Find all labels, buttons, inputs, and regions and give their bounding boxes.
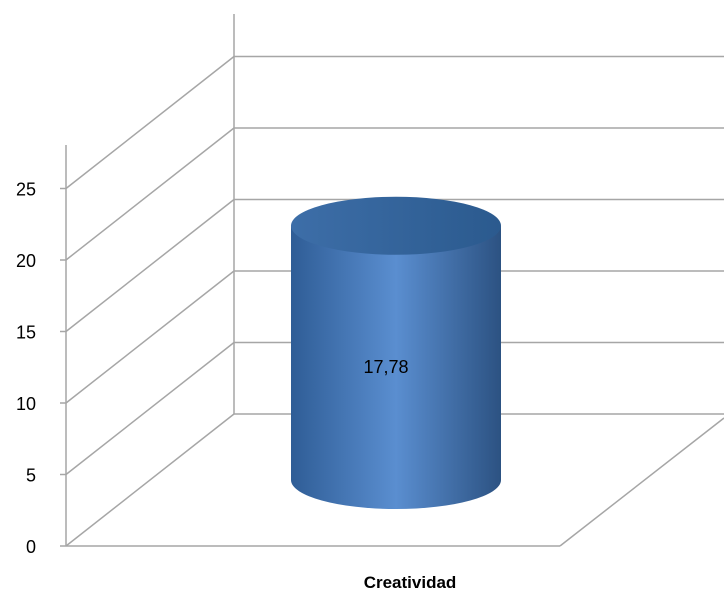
x-axis-categories: Creatividad	[364, 573, 457, 592]
x-category-label: Creatividad	[364, 573, 457, 592]
y-tick-label: 25	[16, 180, 36, 200]
floor-right-edge	[559, 417, 724, 547]
bar-top	[291, 196, 501, 255]
bar-cylinder	[291, 196, 501, 509]
bar-body	[291, 225, 501, 509]
gridline-side	[65, 413, 235, 547]
y-tick-label: 10	[16, 394, 36, 414]
y-tick-label: 15	[16, 323, 36, 343]
gridline-side	[65, 55, 235, 190]
gridline-side	[65, 127, 235, 261]
y-tick-label: 20	[16, 251, 36, 271]
data-label: 17,78	[363, 357, 408, 377]
gridline-side	[65, 270, 235, 404]
y-axis-ticks: 0 5 10 15 20 25	[16, 180, 36, 558]
chart-bars: 17,78	[291, 196, 501, 509]
gridline-side	[65, 198, 235, 333]
y-tick-label: 5	[26, 466, 36, 486]
y-tick-label: 0	[26, 537, 36, 557]
gridline-side	[65, 341, 235, 476]
